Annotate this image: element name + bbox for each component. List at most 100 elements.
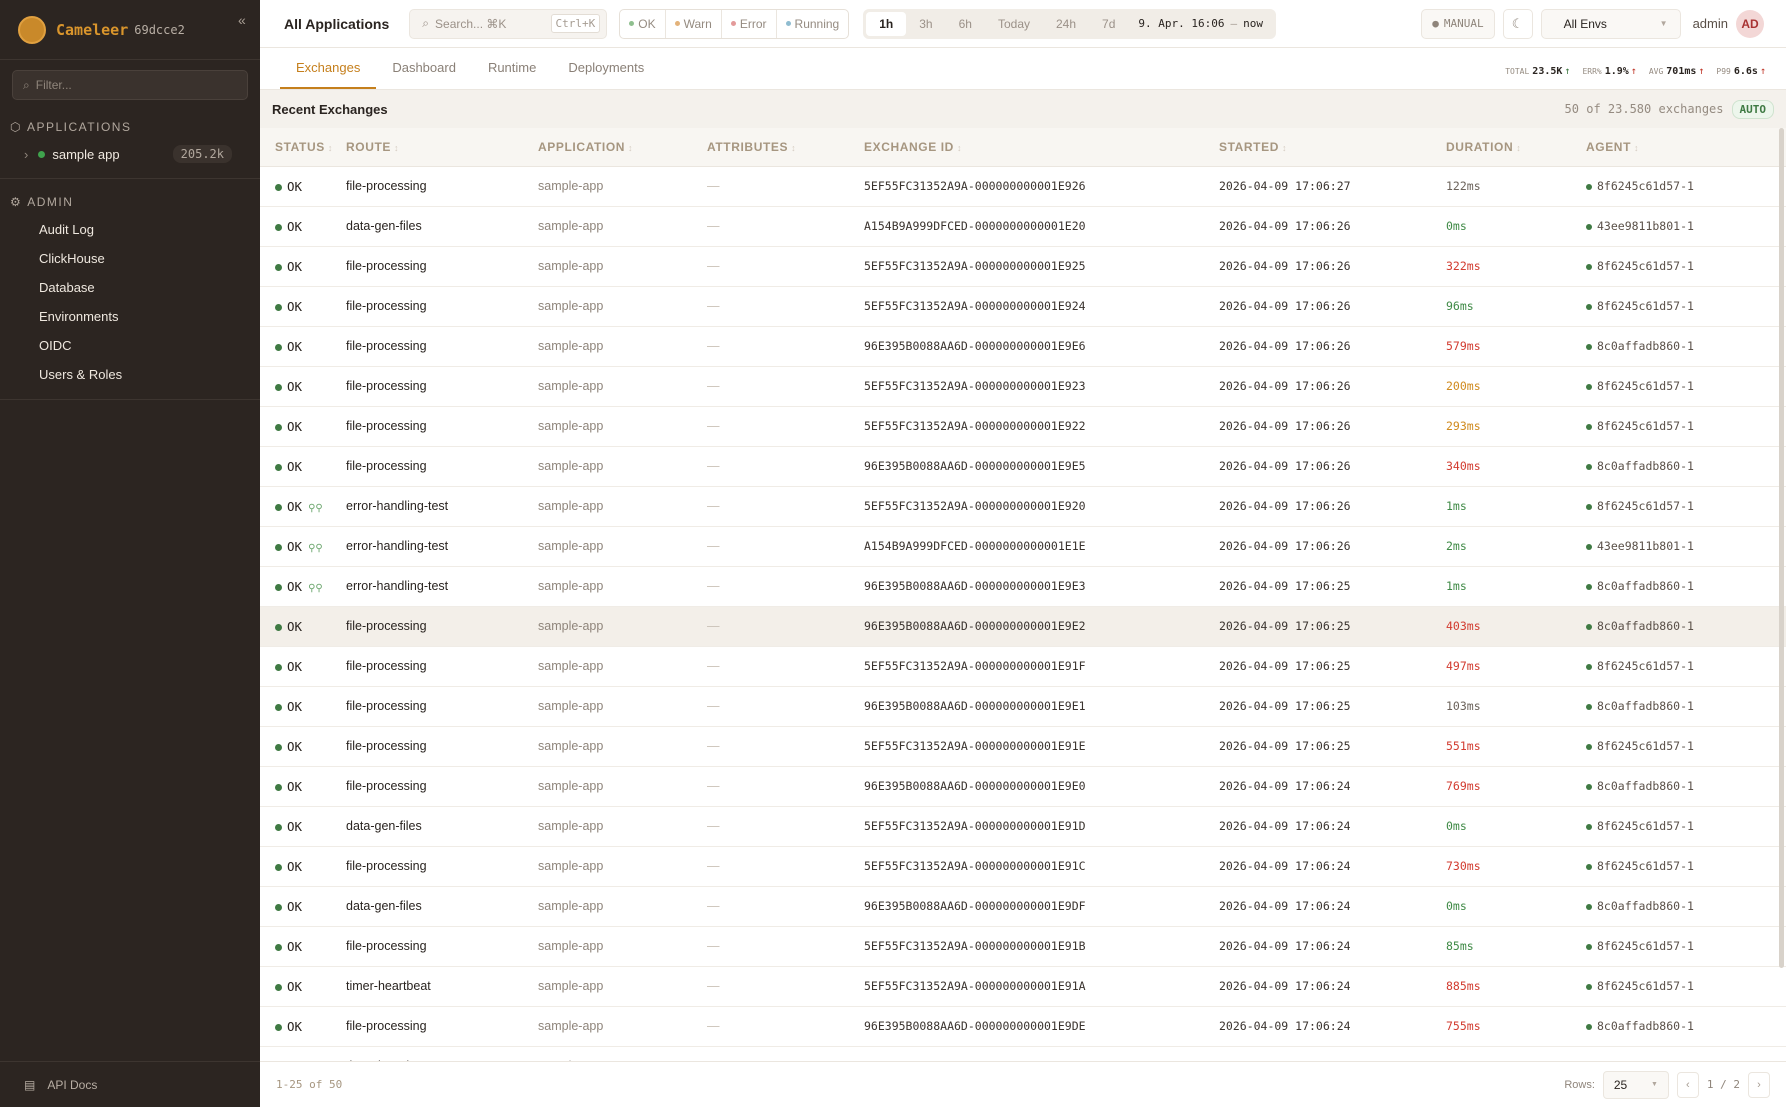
application-cell: sample-app (538, 486, 707, 527)
exchange-id-cell: 96E395B0088AA6D-000000000001E9E2 (864, 606, 1219, 647)
status-dot (275, 743, 282, 751)
custom-range[interactable]: 9. Apr. 16:06– now (1128, 17, 1273, 30)
mode-dot-icon: ● (1432, 17, 1439, 30)
next-page-button[interactable]: › (1748, 1071, 1770, 1098)
agent-cell: 8f6245c61d57-1 (1586, 406, 1786, 447)
table-row[interactable]: OK file-processing sample-app — 5EF55FC3… (260, 166, 1786, 207)
table-row[interactable]: OK file-processing sample-app — 96E395B0… (260, 766, 1786, 807)
sidebar-item-database[interactable]: Database (39, 280, 95, 295)
table-row[interactable]: OK ⚲⚲ error-handling-test sample-app — 5E… (260, 486, 1786, 527)
agent-id: 8f6245c61d57-1 (1597, 259, 1694, 273)
table-row[interactable]: OK file-processing sample-app — 96E395B0… (260, 1006, 1786, 1047)
range-6h[interactable]: 6h (958, 16, 972, 31)
table-row[interactable]: OK file-processing sample-app — 96E395B0… (260, 446, 1786, 487)
attributes-cell: — (707, 246, 864, 287)
status-filter-running[interactable]: Running (777, 10, 849, 38)
table-row[interactable]: OK file-processing sample-app — 5EF55FC3… (260, 246, 1786, 287)
table-row[interactable]: OK file-processing sample-app — 5EF55FC3… (260, 846, 1786, 887)
kpi-total: TOTAL 23.5K ↑ (1505, 66, 1570, 77)
tab-deployments[interactable]: Deployments (568, 60, 645, 75)
table-scrollbar[interactable] (1779, 128, 1784, 968)
table-row[interactable]: OK data-gen-files sample-app — A154B9A99… (260, 206, 1786, 247)
status-text: OK (287, 858, 303, 874)
tab-runtime[interactable]: Runtime (487, 60, 537, 75)
table-row[interactable]: OK timer-heartbeat sample-app — 5EF55FC3… (260, 966, 1786, 1007)
table-row[interactable]: OK file-processing sample-app — 96E395B0… (260, 686, 1786, 727)
agent-status-dot (1586, 344, 1592, 350)
status-cell: OK (260, 366, 346, 407)
mode-label: MANUAL (1443, 17, 1484, 30)
status-filter-error[interactable]: Error (722, 9, 777, 38)
sidebar-item-environments[interactable]: Environments (39, 309, 119, 324)
applications-section-header[interactable]: ⬡ APPLICATIONS (0, 114, 260, 140)
admin-section-header[interactable]: ⚙ ADMIN (0, 189, 260, 215)
status-filter-warn[interactable]: Warn (666, 9, 722, 38)
application-cell: sample-app (538, 566, 707, 607)
range-7d[interactable]: 7d (1102, 16, 1116, 31)
table-row[interactable]: OK data-gen-files sample-app — 5EF55FC31… (260, 806, 1786, 847)
sidebar-item-clickhouse[interactable]: ClickHouse (39, 251, 105, 266)
exchange-id-cell: 5EF55FC31352A9A-000000000001E923 (864, 366, 1219, 407)
environment-select[interactable]: All Envs ▼ (1540, 8, 1681, 39)
agent-status-dot (1586, 704, 1592, 710)
exchanges-panel: Recent Exchanges 50 of 23.580 exchanges … (260, 90, 1786, 1087)
application-cell: sample-app (538, 726, 707, 767)
api-docs-link[interactable]: ▤ API Docs (0, 1061, 260, 1107)
prev-page-button[interactable]: ‹ (1676, 1071, 1699, 1098)
table-row[interactable]: OK file-processing sample-app — 5EF55FC3… (260, 926, 1786, 967)
divider (0, 178, 260, 179)
route-cell: file-processing (346, 246, 538, 287)
avatar[interactable]: AD (1736, 9, 1764, 38)
range-1h[interactable]: 1h (866, 11, 907, 36)
duration-cell: 1ms (1446, 566, 1586, 607)
status-dot (275, 943, 282, 951)
status-dot (275, 183, 282, 191)
status-filter-ok[interactable]: OK (620, 9, 666, 38)
rows-per-page-select[interactable]: 25 ▼ (1602, 1070, 1669, 1099)
sidebar-app-item[interactable]: › sample app 205.2k (0, 140, 260, 168)
app-name: sample app (52, 146, 120, 162)
tab-dashboard[interactable]: Dashboard (392, 60, 456, 75)
trace-icon: ⚲⚲ (308, 502, 323, 514)
app-count-badge: 205.2k (172, 145, 232, 163)
username[interactable]: admin (1692, 16, 1728, 31)
auto-refresh-badge[interactable]: AUTO (1731, 99, 1774, 119)
column-header-started[interactable]: STARTED ↕ (1219, 128, 1446, 167)
table-row[interactable]: OK file-processing sample-app — 5EF55FC3… (260, 366, 1786, 407)
table-row[interactable]: OK file-processing sample-app — 5EF55FC3… (260, 406, 1786, 447)
table-row[interactable]: OK file-processing sample-app — 5EF55FC3… (260, 646, 1786, 687)
table-row[interactable]: OK file-processing sample-app — 5EF55FC3… (260, 286, 1786, 327)
range-sep: – (1230, 17, 1238, 30)
exchange-id-cell: 5EF55FC31352A9A-000000000001E924 (864, 286, 1219, 327)
range-today[interactable]: Today (997, 16, 1030, 31)
table-row[interactable]: OK file-processing sample-app — 5EF55FC3… (260, 726, 1786, 767)
column-header-duration[interactable]: DURATION ↕ (1446, 128, 1586, 167)
started-cell: 2026-04-09 17:06:27 (1219, 166, 1446, 207)
sidebar-item-oidc[interactable]: OIDC (39, 338, 72, 353)
column-header-status[interactable]: STATUS ↕ (260, 128, 346, 167)
range-24h[interactable]: 24h (1056, 16, 1077, 31)
table-row[interactable]: OK file-processing sample-app — 96E395B0… (260, 326, 1786, 367)
search-input[interactable]: ⌕ Search... ⌘K Ctrl+K (409, 8, 608, 39)
table-row[interactable]: OK ⚲⚲ error-handling-test sample-app — 96… (260, 566, 1786, 607)
sidebar-item-audit-log[interactable]: Audit Log (39, 222, 94, 237)
theme-toggle-button[interactable]: ☾ (1502, 8, 1533, 39)
table-row[interactable]: OK file-processing sample-app — 96E395B0… (260, 606, 1786, 647)
range-3h[interactable]: 3h (919, 16, 933, 31)
column-header-application[interactable]: APPLICATION ↕ (538, 128, 707, 167)
collapse-sidebar-icon[interactable]: « (238, 12, 246, 28)
column-header-attributes[interactable]: ATTRIBUTES ↕ (707, 128, 864, 167)
column-header-agent[interactable]: AGENT ↕ (1586, 128, 1786, 167)
table-row[interactable]: OK ⚲⚲ error-handling-test sample-app — A1… (260, 526, 1786, 567)
sidebar-item-users-roles[interactable]: Users & Roles (39, 367, 123, 382)
application-cell: sample-app (538, 526, 707, 567)
table-row[interactable]: OK data-gen-files sample-app — 96E395B00… (260, 886, 1786, 927)
agent-id: 8c0affadb860-1 (1597, 779, 1694, 793)
sidebar-filter-input[interactable]: ⌕ Filter... (12, 70, 248, 100)
document-icon: ▤ (24, 1077, 36, 1092)
agent-status-dot (1586, 784, 1592, 790)
column-header-route[interactable]: ROUTE ↕ (346, 128, 538, 167)
tab-exchanges[interactable]: Exchanges (280, 60, 377, 89)
refresh-mode-button[interactable]: ● MANUAL (1421, 8, 1495, 39)
column-header-exchange-id[interactable]: EXCHANGE ID ↕ (864, 128, 1219, 167)
